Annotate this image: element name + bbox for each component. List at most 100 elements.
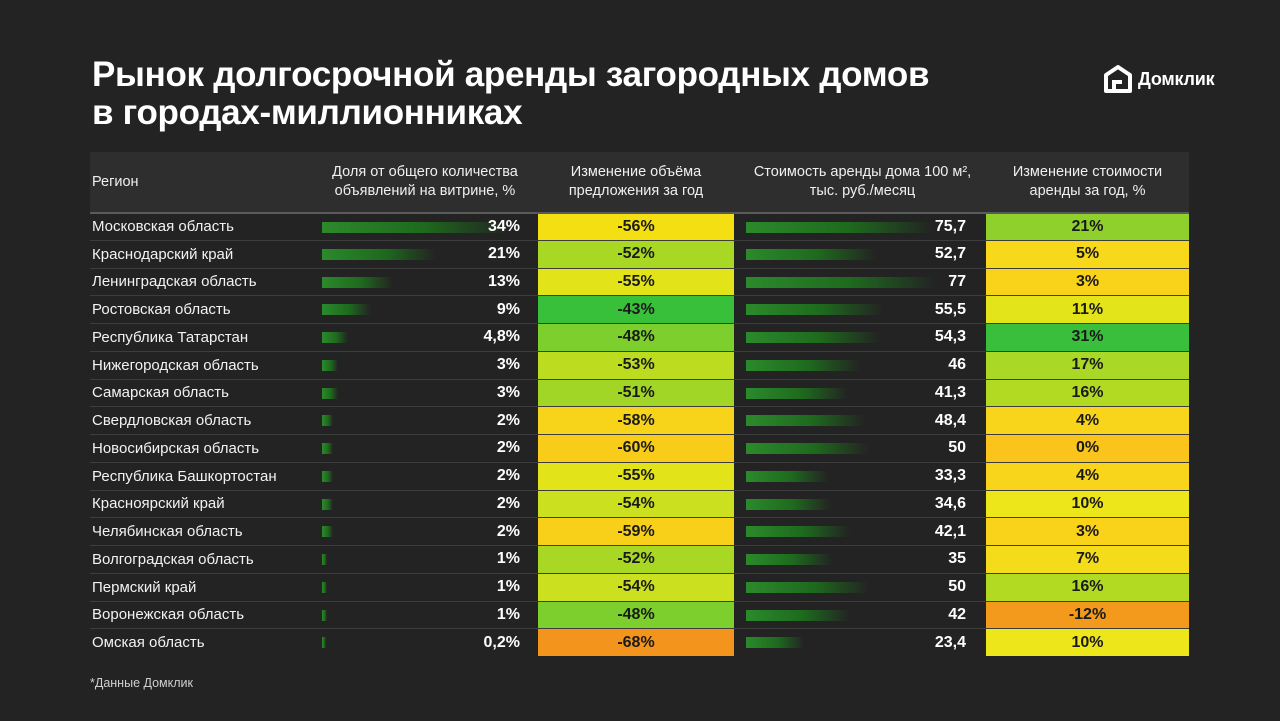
title-line-1: Рынок долгосрочной аренды загородных дом… [92, 55, 930, 94]
header-supply-change: Изменение объёма предложения за год [568, 164, 704, 199]
share-bar [322, 222, 507, 233]
header-rent: Стоимость аренды дома 100 м², тыс. руб./… [753, 164, 972, 199]
house-logo-icon [1104, 65, 1132, 93]
share-value: 2% [496, 411, 520, 429]
rent-change-cell: 0% [986, 435, 1189, 462]
supply-change-cell: -54% [538, 490, 734, 518]
rent-value: 52,7 [934, 245, 966, 263]
rent-change-cell: 10% [986, 629, 1189, 656]
table-row: Нижегородская область 3% -53% 46 17% [90, 350, 1189, 379]
rent-change-cell: 21% [986, 214, 1189, 240]
rent-change-cell: 3% [986, 518, 1189, 545]
supply-change-cell: -55% [538, 268, 734, 296]
supply-change-cell: -58% [538, 407, 734, 434]
supply-change-cell: -52% [538, 240, 734, 268]
rent-value: 54,3 [934, 328, 966, 346]
rent-change-cell: 31% [986, 324, 1189, 351]
supply-change-cell: -48% [538, 601, 734, 629]
rent-value: 42 [948, 605, 966, 623]
share-bar [322, 637, 326, 649]
supply-change-cell: -59% [538, 518, 734, 545]
rent-value: 42,1 [934, 522, 966, 540]
share-bar [322, 387, 339, 399]
supply-change-cell: -43% [538, 296, 734, 323]
region-label: Ленинградская область [92, 273, 257, 291]
table-header: Регион Доля от общего количества объявле… [90, 152, 1189, 212]
rent-bar [746, 415, 866, 427]
region-label: Волгоградская область [92, 550, 254, 568]
page-title: Рынок долгосрочной аренды загородных дом… [92, 56, 1052, 132]
share-value: 2% [496, 522, 520, 540]
region-label: Краснодарский край [92, 245, 234, 263]
share-bar [322, 498, 333, 510]
share-bar [322, 443, 333, 454]
share-bar [322, 304, 371, 316]
supply-change-cell: -68% [538, 629, 734, 656]
header-rent-change: Изменение стоимости аренды за год, % [1012, 164, 1163, 199]
rent-change-cell: 16% [986, 379, 1189, 407]
region-label: Республика Башкортостан [92, 467, 277, 485]
rent-change-cell: 4% [986, 407, 1189, 434]
supply-change-cell: -55% [538, 462, 734, 490]
rent-value: 33,3 [934, 467, 966, 485]
share-value: 1% [496, 605, 520, 623]
header-region: Регион [92, 173, 139, 190]
rent-bar [746, 554, 833, 565]
rent-bar [746, 609, 850, 621]
region-label: Челябинская область [92, 523, 243, 541]
share-bar [322, 248, 437, 260]
share-value: 34% [487, 217, 520, 235]
share-bar [322, 581, 328, 593]
region-label: Самарская область [92, 384, 229, 402]
table-row: Волгоградская область 1% -52% 35 7% [90, 545, 1189, 573]
region-label: Ростовская область [92, 301, 231, 319]
region-label: Нижегородская область [92, 356, 259, 374]
table-row: Красноярский край 2% -54% 34,6 10% [90, 489, 1189, 518]
rent-bar [746, 304, 883, 316]
rent-bar [746, 470, 829, 482]
table-row: Челябинская область 2% -59% 42,1 3% [90, 517, 1189, 545]
table-row: Республика Башкортостан 2% -55% 33,3 4% [90, 461, 1189, 490]
data-table: Московская область 34% -56% 75,7 21% Краснода… [90, 212, 1189, 656]
rent-bar [746, 359, 860, 371]
rent-change-cell: -12% [986, 601, 1189, 629]
header-share: Доля от общего количества объявлений на … [332, 164, 518, 199]
rent-value: 50 [948, 578, 966, 596]
rent-value: 48,4 [934, 411, 966, 429]
share-value: 4,8% [483, 328, 520, 346]
rent-value: 35 [948, 550, 966, 568]
rent-bar [746, 248, 877, 260]
supply-change-cell: -51% [538, 379, 734, 407]
rent-bar [746, 443, 870, 454]
rent-bar [746, 498, 832, 510]
rent-change-cell: 7% [986, 546, 1189, 573]
share-bar [322, 470, 333, 482]
rent-change-cell: 16% [986, 573, 1189, 601]
rent-bar [746, 332, 880, 343]
rent-change-cell: 3% [986, 268, 1189, 296]
logo-text: Домклик [1138, 68, 1215, 89]
footnote: *Данные Домклик [90, 676, 194, 690]
rent-value: 50 [948, 439, 966, 457]
supply-change-cell: -60% [538, 435, 734, 462]
rent-value: 55,5 [934, 300, 966, 318]
rent-value: 23,4 [934, 633, 966, 651]
table-row: Республика Татарстан 4,8% -48% 54,3 31% [90, 323, 1189, 351]
share-bar [322, 554, 328, 565]
share-value: 2% [496, 467, 520, 485]
rent-bar [746, 276, 936, 288]
table-row: Свердловская область 2% -58% 48,4 4% [90, 406, 1189, 434]
share-value: 1% [496, 578, 520, 596]
table-row: Пермский край 1% -54% 50 16% [90, 572, 1189, 601]
table-row: Московская область 34% -56% 75,7 21% [90, 212, 1189, 240]
supply-change-cell: -56% [538, 214, 734, 240]
table-row: Ленинградская область 13% -55% 77 3% [90, 267, 1189, 296]
rent-bar [746, 637, 804, 649]
rent-bar [746, 581, 870, 593]
title-line-2: в городах-миллионниках [92, 93, 523, 132]
share-value: 3% [496, 383, 520, 401]
supply-change-cell: -53% [538, 351, 734, 379]
share-value: 0,2% [483, 633, 520, 651]
rent-bar [746, 222, 933, 233]
rent-value: 34,6 [934, 494, 966, 512]
